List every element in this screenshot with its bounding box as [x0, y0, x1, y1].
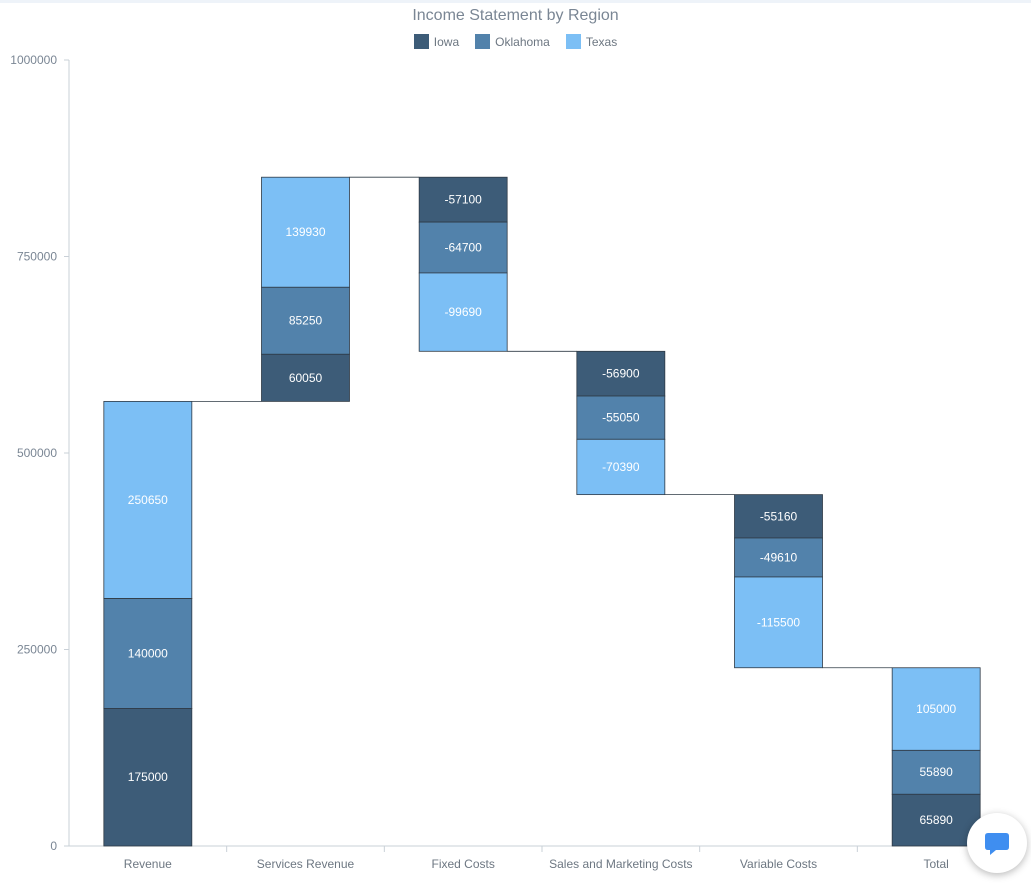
- x-tick-label: Total: [923, 857, 948, 871]
- x-tick-label: Services Revenue: [257, 857, 355, 871]
- chat-bubble-icon: [985, 833, 1009, 855]
- y-tick-label: 1000000: [10, 53, 57, 67]
- legend-label: Oklahoma: [495, 34, 550, 49]
- bar-oklahoma-0: [103, 598, 193, 709]
- bar-oklahoma-4: [734, 537, 823, 578]
- bar-iowa-0: [103, 708, 193, 847]
- data-label: 105000: [916, 702, 956, 716]
- legend-swatch: [565, 34, 581, 49]
- bar-iowa-2: [418, 176, 508, 223]
- legend-label: Iowa: [433, 34, 460, 49]
- legend-item-texas[interactable]: Texas: [565, 34, 618, 49]
- legend-label: Texas: [585, 34, 618, 49]
- top-border: [0, 0, 1031, 3]
- y-tick-label: 500000: [17, 446, 57, 460]
- bar-oklahoma-3: [576, 395, 666, 440]
- data-label: -64700: [444, 241, 482, 255]
- data-label: -99690: [444, 305, 482, 319]
- data-label: 250650: [128, 493, 168, 507]
- bar-texas-3: [576, 438, 666, 496]
- bar-texas-0: [103, 400, 193, 599]
- legend-item-oklahoma[interactable]: Oklahoma: [475, 34, 550, 49]
- legend-swatch: [413, 34, 429, 49]
- data-label: -70390: [602, 460, 640, 474]
- chat-button[interactable]: [967, 813, 1027, 873]
- data-label: -56900: [602, 367, 640, 381]
- legend-item-iowa[interactable]: Iowa: [413, 34, 460, 49]
- bar-iowa-4: [734, 494, 823, 539]
- data-label: -55050: [602, 411, 640, 425]
- data-label: 140000: [128, 646, 168, 660]
- bar-texas-1: [261, 176, 350, 288]
- y-tick-label: 750000: [17, 250, 57, 264]
- data-label: -49610: [760, 550, 798, 564]
- data-label: -57100: [444, 193, 482, 207]
- x-tick-label: Sales and Marketing Costs: [549, 857, 692, 871]
- legend-swatch: [475, 34, 491, 49]
- data-label: 139930: [285, 225, 325, 239]
- bar-oklahoma-5: [891, 749, 981, 795]
- bar-oklahoma-2: [418, 221, 508, 274]
- bar-texas-5: [891, 667, 981, 751]
- y-tick-label: 250000: [17, 643, 57, 657]
- bar-texas-2: [418, 272, 508, 352]
- bar-iowa-5: [891, 793, 981, 847]
- chart-legend: Iowa Oklahoma Texas: [0, 34, 1031, 49]
- data-label: 60050: [289, 371, 323, 385]
- data-label: -115500: [757, 615, 800, 629]
- data-label: 65890: [919, 813, 953, 827]
- x-tick-label: Variable Costs: [740, 857, 817, 871]
- data-label: 175000: [128, 770, 168, 784]
- bar-oklahoma-1: [261, 286, 350, 355]
- data-label: 55890: [919, 765, 953, 779]
- y-tick-label: 0: [50, 839, 57, 853]
- x-tick-label: Revenue: [124, 857, 172, 871]
- data-label: 85250: [289, 314, 323, 328]
- bar-iowa-3: [576, 350, 666, 397]
- bar-texas-4: [734, 576, 823, 669]
- data-label: -55160: [760, 509, 798, 523]
- chart-title: Income Statement by Region: [412, 7, 619, 24]
- x-tick-label: Fixed Costs: [431, 857, 494, 871]
